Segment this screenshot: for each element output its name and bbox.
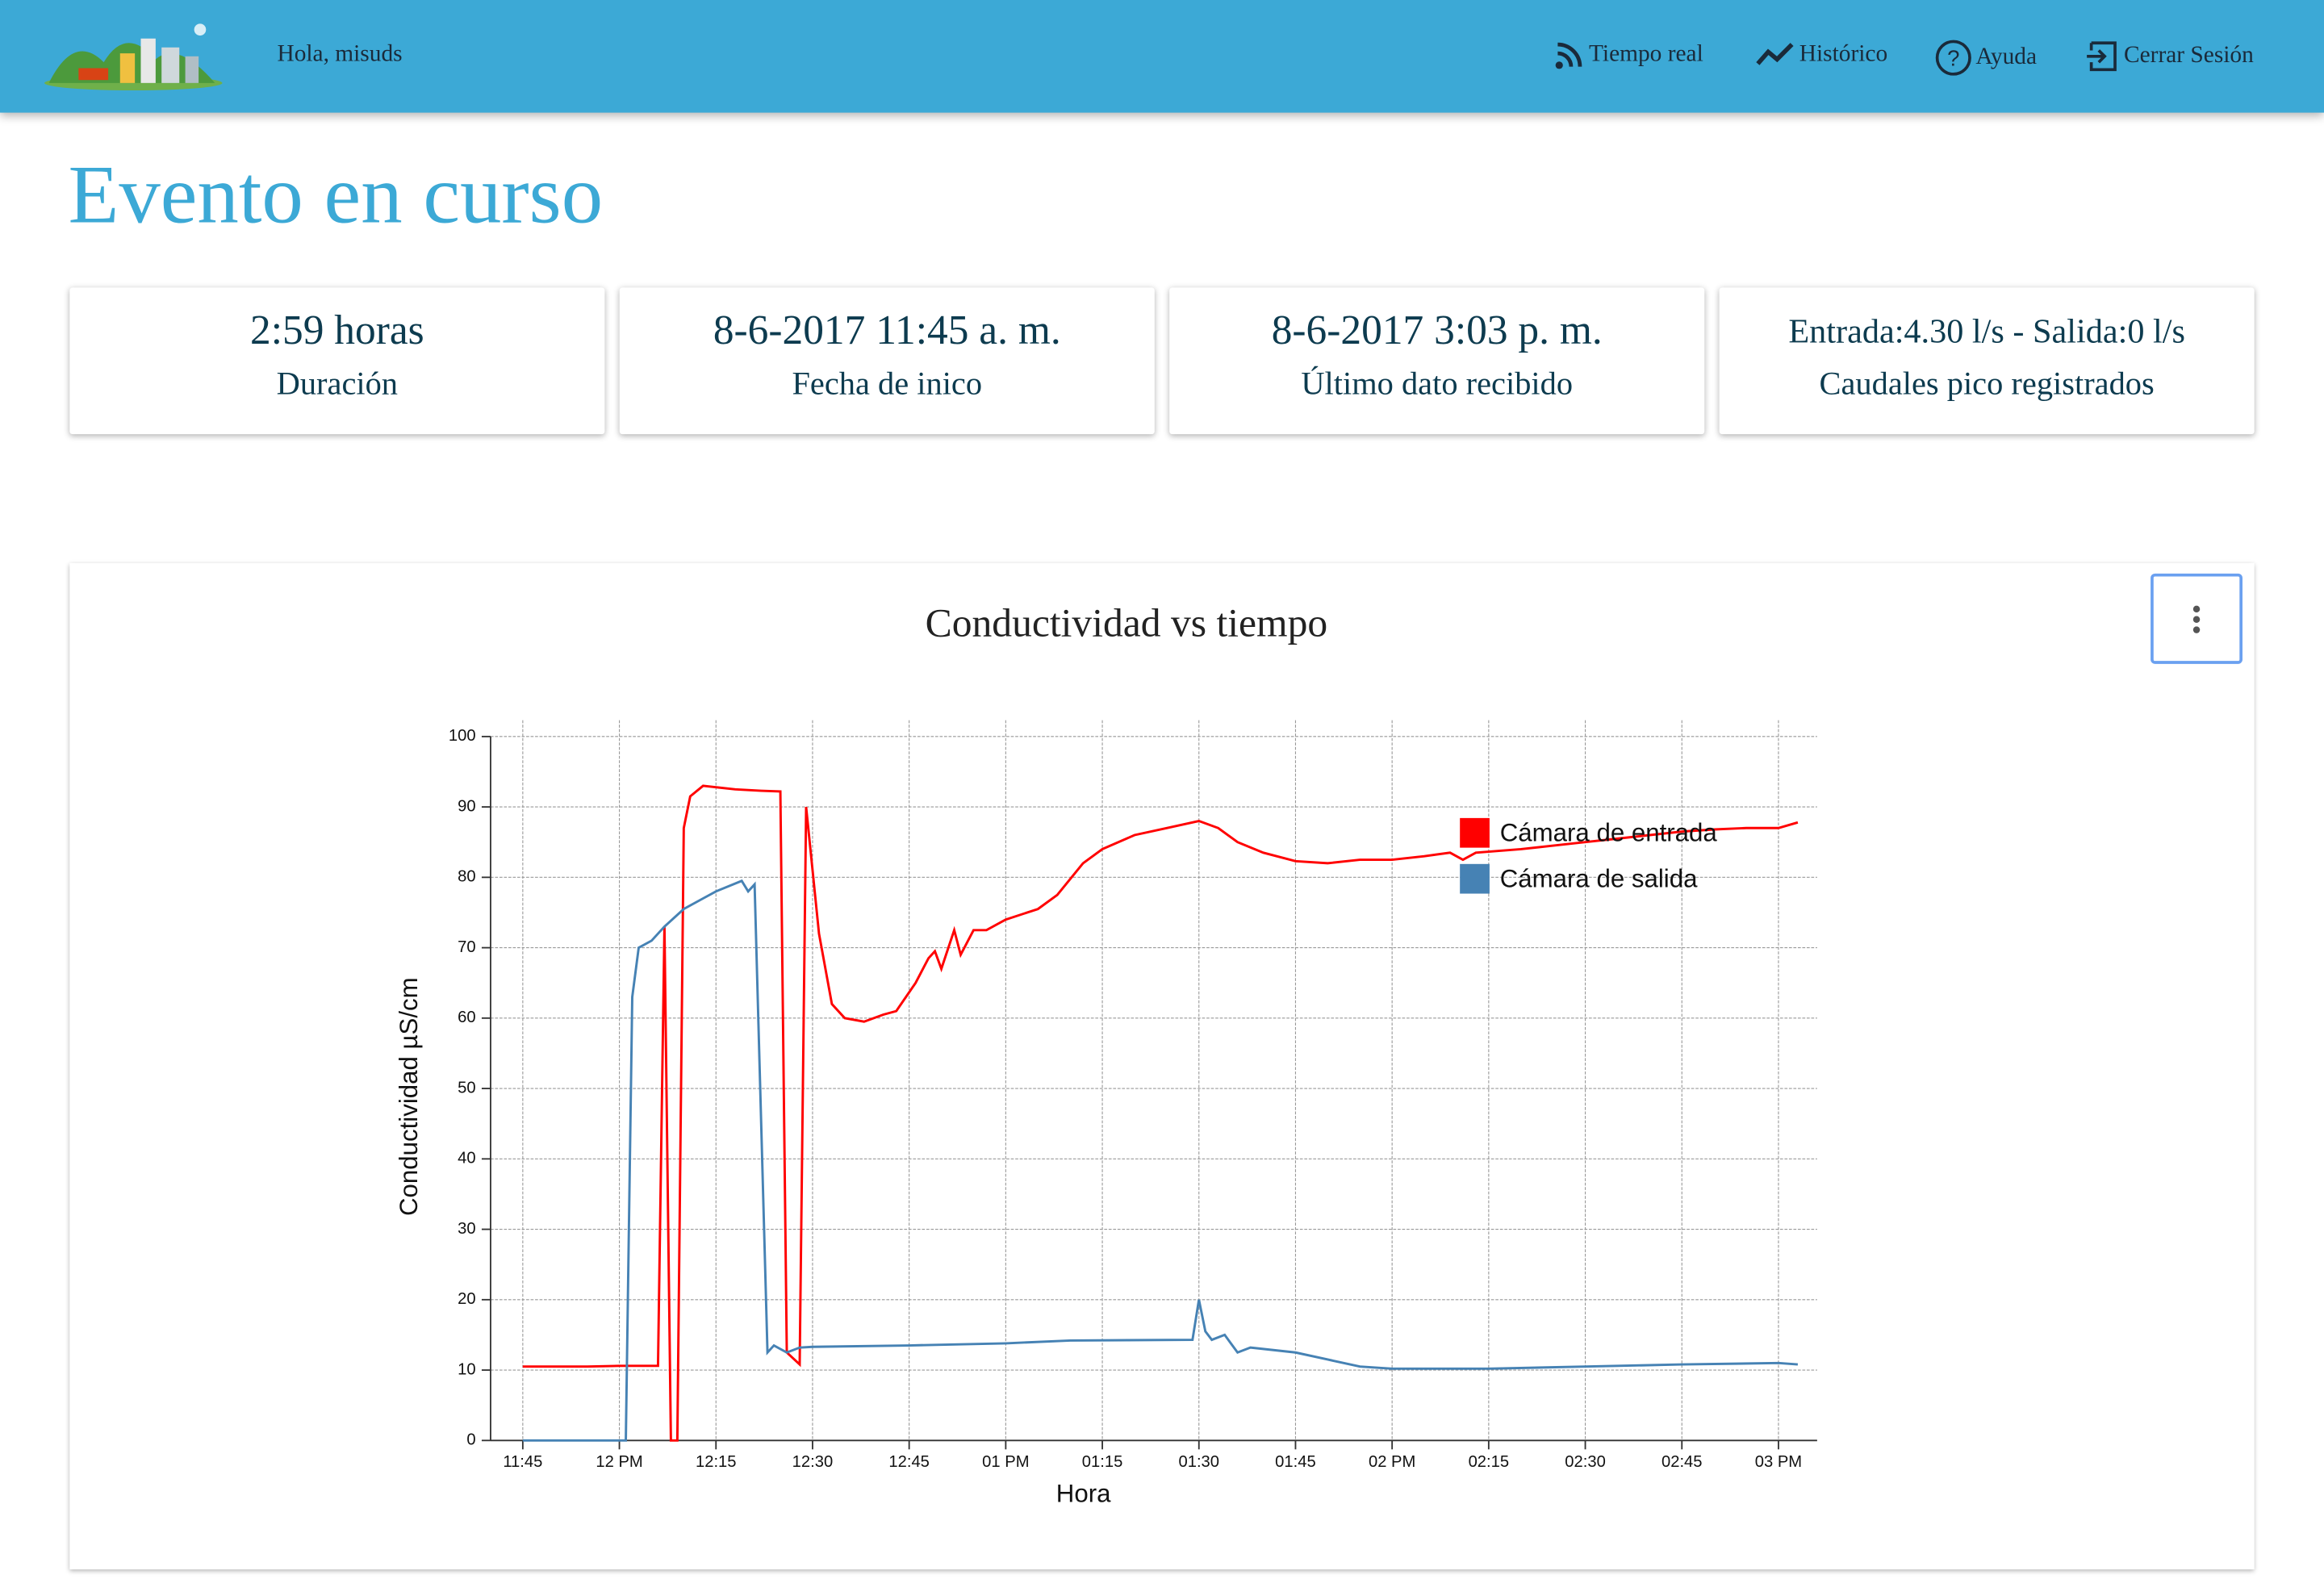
x-tick-label: 02:30 — [1565, 1453, 1606, 1471]
nav-label[interactable]: Cerrar Sesión — [2124, 43, 2254, 69]
logo[interactable] — [37, 18, 230, 92]
card-label: Fecha de inico — [792, 364, 983, 402]
x-tick-label: 01:15 — [1082, 1453, 1123, 1471]
x-tick-label: 12 PM — [596, 1453, 642, 1471]
x-tick-label: 02 PM — [1369, 1453, 1415, 1471]
x-tick-label: 01:30 — [1178, 1453, 1219, 1471]
series-line — [522, 879, 1799, 1442]
card-value: Entrada:4.30 l/s - Salida:0 l/s — [1788, 312, 2185, 350]
y-tick-label: 70 — [458, 938, 475, 956]
nav-label[interactable]: Tiempo real — [1588, 41, 1703, 67]
x-tick-label: 12:30 — [792, 1453, 834, 1471]
y-tick-label: 20 — [458, 1290, 475, 1308]
nav-logout[interactable]: Cerrar Sesión — [2085, 39, 2254, 74]
card: Entrada:4.30 l/s - Salida:0 l/s Caudales … — [1719, 287, 2255, 435]
greeting: Hola, misuds — [277, 41, 403, 67]
nav-history[interactable]: Histórico — [1755, 39, 1887, 71]
card-label: Duración — [276, 364, 399, 402]
x-tick-label: 01:45 — [1275, 1453, 1316, 1471]
legend-swatch — [1460, 817, 1490, 848]
card-value: 2:59 horas — [250, 308, 424, 354]
card-value: 8-6-2017 11:45 a. m. — [713, 308, 1061, 354]
card-label: Caudales pico registrados — [1819, 364, 2155, 402]
svg-text:?: ? — [1947, 46, 1959, 71]
page-title: Evento en curso — [68, 149, 604, 242]
y-tick-label: 50 — [458, 1079, 475, 1097]
x-tick-label: 02:45 — [1661, 1453, 1703, 1471]
x-tick-label: 03 PM — [1755, 1453, 1802, 1471]
legend-swatch — [1460, 863, 1490, 894]
nav-label[interactable]: Ayuda — [1975, 44, 2038, 70]
card: 8-6-2017 3:03 p. m. Último dato recibido — [1169, 287, 1705, 435]
y-tick-label: 0 — [466, 1431, 475, 1449]
x-axis-label: Hora — [1056, 1480, 1111, 1508]
y-tick-label: 90 — [458, 797, 475, 815]
legend-label: Cámara de salida — [1500, 864, 1698, 892]
y-tick-label: 30 — [458, 1220, 475, 1238]
y-tick-label: 40 — [458, 1150, 475, 1168]
top-bar: Hola, misuds Tiempo real Histórico ? Ayu… — [0, 0, 2324, 113]
y-tick-label: 10 — [458, 1360, 475, 1378]
nav-help[interactable]: ? Ayuda — [1934, 39, 2037, 77]
chart-panel — [69, 562, 2255, 1570]
legend-label: Cámara de entrada — [1500, 818, 1718, 846]
x-tick-label: 02:15 — [1469, 1453, 1510, 1471]
y-tick-label: 80 — [458, 868, 475, 886]
series-line — [522, 784, 1799, 1442]
x-tick-label: 01 PM — [982, 1453, 1029, 1471]
card: 8-6-2017 11:45 a. m. Fecha de inico — [619, 287, 1155, 435]
nav-label[interactable]: Histórico — [1799, 41, 1888, 67]
y-axis-label: Conductividad µS/cm — [395, 977, 423, 1216]
x-tick-label: 12:45 — [888, 1453, 930, 1471]
y-tick-label: 100 — [449, 727, 476, 745]
x-tick-label: 11:45 — [503, 1453, 542, 1471]
chart-menu-button[interactable] — [2151, 573, 2242, 664]
chart-title: Conductividad vs tiempo — [926, 600, 1327, 645]
card-label: Último dato recibido — [1301, 364, 1574, 402]
y-tick-label: 60 — [458, 1009, 475, 1026]
nav-realtime[interactable]: Tiempo real — [1553, 39, 1703, 71]
card: 2:59 horas Duración — [69, 287, 605, 435]
x-tick-label: 12:15 — [696, 1453, 737, 1471]
card-value: 8-6-2017 3:03 p. m. — [1271, 308, 1603, 354]
